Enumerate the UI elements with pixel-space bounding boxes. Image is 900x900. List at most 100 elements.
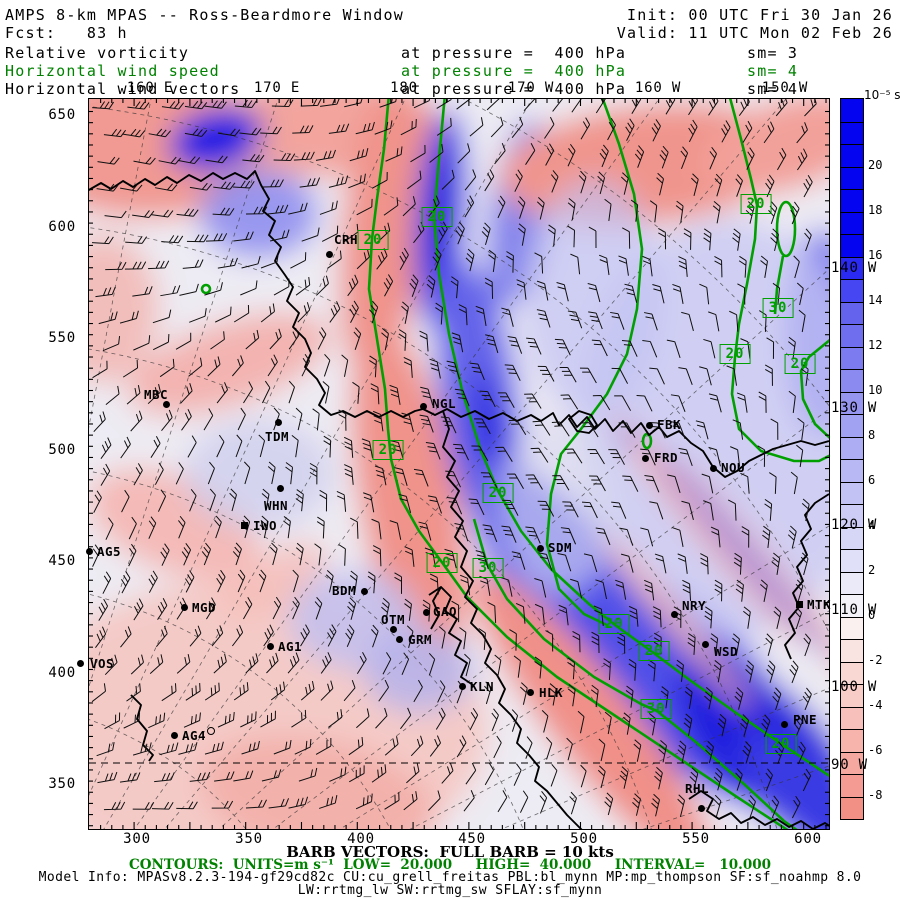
station-label: WHN: [264, 498, 289, 513]
colorbar-segment: [841, 279, 863, 302]
station-label: NRY: [682, 598, 707, 613]
station-marker: [390, 626, 397, 633]
colorbar-segment: [841, 751, 863, 774]
map-overlay: CRH NGL MBC TDM WHN IWO AG5 VOS MGD BDM AG1 OTM GRM G…: [77, 99, 832, 829]
valid-time: Valid: 11 UTC Mon 02 Feb 26: [616, 24, 893, 42]
plot-title: AMPS 8-km MPAS -- Ross-Beardmore Window: [5, 6, 404, 24]
contour-value-label: 20: [638, 641, 670, 661]
station-label: IWO: [253, 518, 278, 533]
contour-value-label: 30: [640, 699, 672, 719]
map-canvas: [89, 99, 829, 829]
contour-value-label: 20: [421, 207, 453, 227]
station-marker: [423, 609, 430, 616]
station-marker: [326, 251, 333, 258]
right-lon-label: 90 W: [831, 757, 868, 773]
colorbar-tick-label: -4: [868, 697, 883, 712]
colorbar-tick-label: 20: [868, 157, 883, 172]
colorbar-tick-label: 4: [868, 517, 876, 532]
top-lon-label: 180: [390, 80, 418, 96]
field2-name: Horizontal wind speed: [5, 62, 220, 80]
contour-value-label: 20: [426, 553, 458, 573]
right-lon-label: 140 W: [831, 260, 878, 276]
field2-level: at pressure = 400 hPa: [401, 62, 627, 80]
x-axis-label: 300: [123, 831, 151, 847]
colorbar-segment: [841, 661, 863, 684]
right-lon-label: 100 W: [831, 679, 878, 695]
field3-name: Horizontal wind vectors: [5, 80, 241, 98]
station-marker: [710, 465, 717, 472]
colorbar-segment: [841, 301, 863, 324]
x-axis-label: 500: [570, 831, 598, 847]
station-marker: [396, 636, 403, 643]
contour-value-label: 20: [598, 614, 630, 634]
station-marker: [86, 548, 93, 555]
field1-smooth: sm= 3: [747, 44, 799, 62]
x-axis-label: 450: [458, 831, 486, 847]
station-label: AG5: [97, 544, 122, 559]
station-label: WSD: [714, 644, 739, 659]
colorbar-tick-label: 10: [868, 382, 883, 397]
station-label: BDM: [332, 583, 357, 598]
colorbar-segment: [841, 549, 863, 572]
y-axis-label: 350: [48, 776, 76, 792]
station-marker: [361, 588, 368, 595]
colorbar-tick-label: 2: [868, 562, 876, 577]
frame-ticks: [89, 99, 829, 829]
field3-level: at pressure = 400 hPa: [401, 80, 627, 98]
colorbar-segment: [841, 189, 863, 212]
colorbar-segment: [841, 481, 863, 504]
field3-smooth: sm= 4: [747, 80, 799, 98]
contour-value-label: 20: [372, 440, 404, 460]
y-axis-label: 650: [48, 107, 76, 123]
station-label: AG1: [278, 639, 303, 654]
forecast-hour: Fcst: 83 h: [5, 24, 128, 42]
station-marker: [796, 601, 803, 608]
colorbar-tick-label: 14: [868, 292, 883, 307]
x-axis-label: 550: [682, 831, 710, 847]
station-marker: [163, 401, 170, 408]
colorbar-tick-label: 0: [868, 607, 876, 622]
colorbar-tick-label: 8: [868, 427, 876, 442]
colorbar-segment: [841, 706, 863, 729]
contour-value-label: 30: [472, 558, 504, 578]
colorbar-segment: [841, 459, 863, 482]
colorbar-segment: [841, 234, 863, 257]
right-lon-label: 110 W: [831, 602, 878, 618]
colorbar-segment: [841, 436, 863, 459]
colorbar-segment: [841, 616, 863, 639]
map-panel: CRH NGL MBC TDM WHN IWO AG5 VOS MGD BDM AG1 OTM GRM G…: [77, 98, 832, 830]
station-marker: [642, 455, 649, 462]
station-marker: [537, 545, 544, 552]
colorbar-segment: [841, 391, 863, 414]
y-axis-label: 400: [48, 665, 76, 681]
station-label: GRM: [408, 632, 433, 647]
contour-legend: CONTOURS: UNITS=m s⁻¹ LOW= 20.000 HIGH= …: [128, 857, 772, 873]
station-label: CRH: [334, 232, 359, 247]
station-marker: [267, 643, 274, 650]
barb-legend: BARB VECTORS: FULL BARB = 10 kts: [286, 843, 614, 861]
colorbar-segment: [841, 256, 863, 279]
colorbar-segment: [841, 504, 863, 527]
station-marker: [646, 422, 653, 429]
station-label: MTK: [807, 597, 832, 612]
station-label: RHL: [685, 781, 710, 796]
colorbar: [840, 98, 864, 820]
colorbar-tick-label: -8: [868, 787, 883, 802]
station-marker: [275, 419, 282, 426]
colorbar-segment: [841, 729, 863, 752]
contour-value-label: 20: [784, 354, 816, 374]
station-label: TDM: [265, 429, 290, 444]
station-marker: [781, 721, 788, 728]
station-label: KLN: [470, 679, 495, 694]
colorbar-segment: [841, 684, 863, 707]
x-axis-label: 400: [347, 831, 375, 847]
station-marker: [181, 604, 188, 611]
colorbar-segment: [841, 571, 863, 594]
colorbar-tick-label: 16: [868, 247, 883, 262]
field1-level: at pressure = 400 hPa: [401, 44, 627, 62]
station-marker: [702, 641, 709, 648]
station-label: OTM: [381, 612, 406, 627]
top-lon-label: 170 E: [253, 80, 301, 96]
contour-value-label: 20: [482, 483, 514, 503]
